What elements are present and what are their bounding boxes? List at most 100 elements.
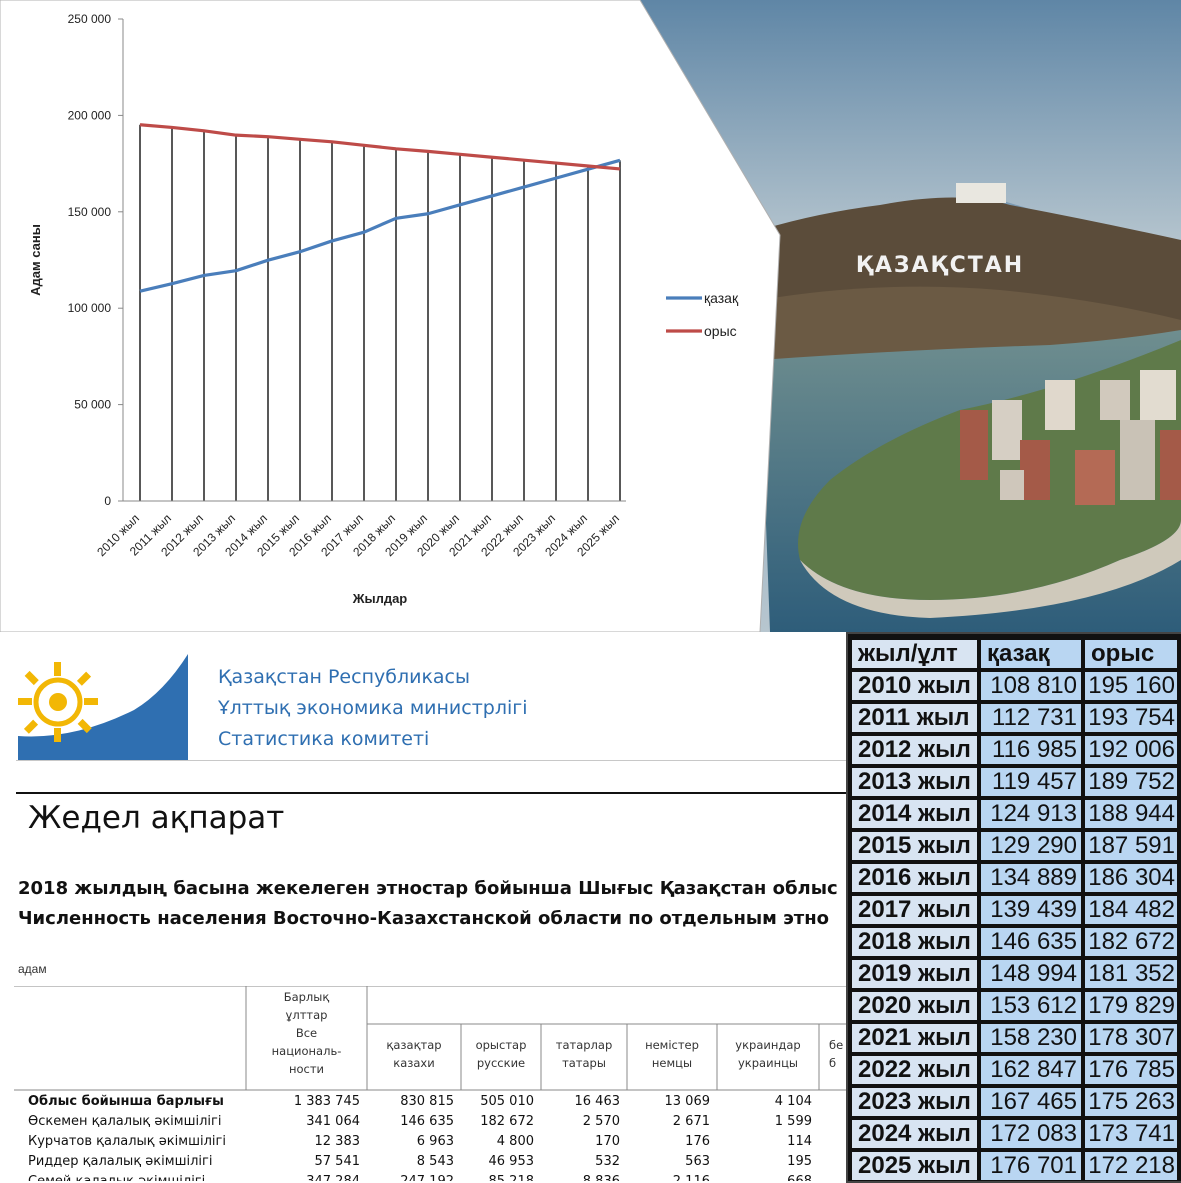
stat-row-name: Семей қалалық әкімшілігі <box>28 1174 205 1181</box>
x-axis-title: Жылдар <box>352 591 408 606</box>
y-tick-label: 150 000 <box>68 205 112 219</box>
monument <box>956 183 1006 203</box>
col-header-kazakhs: қазақтар казахи <box>386 1038 442 1070</box>
row-russian-value: 195 160 <box>1085 672 1177 700</box>
stat-cell: 85 218 <box>489 1174 535 1181</box>
stat-cell: 247 192 <box>400 1174 454 1181</box>
col-header-tatars: татарлар татары <box>555 1038 613 1070</box>
stat-cell: 8 543 <box>416 1154 454 1169</box>
table-row: 2019 жыл 148 994 181 352 <box>852 958 1177 990</box>
stat-cell: 57 541 <box>314 1154 361 1169</box>
row-kazakh-value: 158 230 <box>981 1024 1081 1052</box>
stat-cell: 16 463 <box>574 1094 621 1109</box>
stat-row: Өскемен қалалық әкімшілігі 341 064 146 635… <box>14 1114 848 1134</box>
stat-cell: 1 383 745 <box>293 1094 360 1109</box>
table-row: 2022 жыл 162 847 176 785 <box>852 1054 1177 1086</box>
table-row: 2020 жыл 153 612 179 829 <box>852 990 1177 1022</box>
row-year: 2015 жыл <box>852 832 977 860</box>
stat-cell: 46 953 <box>488 1154 535 1169</box>
stat-cell: 563 <box>685 1154 710 1169</box>
row-kazakh-value: 172 083 <box>981 1120 1081 1148</box>
row-kazakh-value: 108 810 <box>981 672 1081 700</box>
chart-panel: 0 50 000 100 000 150 000 200 000 250 000 2010… <box>0 0 781 632</box>
legend-label: орыс <box>704 323 737 339</box>
population-forecast-table: жыл/ұлт қазақ орыс 2010 жыл 108 810 195 16… <box>846 632 1181 1183</box>
stat-committee-logo <box>18 654 188 760</box>
row-kazakh-value: 134 889 <box>981 864 1081 892</box>
stat-cell: 2 671 <box>672 1114 710 1129</box>
row-russian-value: 172 218 <box>1085 1152 1177 1180</box>
row-kazakh-value: 162 847 <box>981 1056 1081 1084</box>
row-year: 2016 жыл <box>852 864 977 892</box>
stat-cell: 341 064 <box>306 1114 360 1129</box>
row-kazakh-value: 153 612 <box>981 992 1081 1020</box>
divider <box>16 760 848 761</box>
org-line-republic: Қазақстан Республикасы <box>218 666 471 688</box>
stat-row-name: Облыс бойынша барлығы <box>28 1094 224 1109</box>
subheading-ru: Численность населения Восточно-Казахстан… <box>18 908 830 929</box>
series-line-kazakh <box>139 158 621 293</box>
org-line-ministry: Ұлттық экономика министрлігі <box>218 697 528 719</box>
stat-row: Облыс бойынша барлығы 1 383 745 830 815 505… <box>14 1094 848 1114</box>
row-year: 2024 жыл <box>852 1120 977 1148</box>
row-year: 2022 жыл <box>852 1056 977 1084</box>
table-row: 2016 жыл 134 889 186 304 <box>852 862 1177 894</box>
row-russian-value: 182 672 <box>1085 928 1177 956</box>
y-axis-title: Адам саны <box>28 224 43 296</box>
stat-cell: 532 <box>595 1154 620 1169</box>
row-kazakh-value: 119 457 <box>981 768 1081 796</box>
stat-cell: 4 800 <box>496 1134 534 1149</box>
col-header-all: Барлық ұлттар Все националь-ности <box>271 990 342 1076</box>
row-russian-value: 181 352 <box>1085 960 1177 988</box>
row-russian-value: 188 944 <box>1085 800 1177 828</box>
row-year: 2019 жыл <box>852 960 977 988</box>
row-russian-value: 176 785 <box>1085 1056 1177 1084</box>
row-russian-value: 175 263 <box>1085 1088 1177 1116</box>
table-row: 2013 жыл 119 457 189 752 <box>852 766 1177 798</box>
org-line-committee: Статистика комитеті <box>218 728 430 750</box>
row-year: 2012 жыл <box>852 736 977 764</box>
row-kazakh-value: 148 994 <box>981 960 1081 988</box>
stat-row: Риддер қалалық әкімшілігі 57 541 8 543 46 9… <box>14 1154 848 1174</box>
stat-cell: 6 963 <box>416 1134 454 1149</box>
row-year: 2025 жыл <box>852 1152 977 1180</box>
statistics-document: Қазақстан Республикасы Ұлттық экономика … <box>0 632 848 1181</box>
row-kazakh-value: 112 731 <box>981 704 1081 732</box>
row-kazakh-value: 139 439 <box>981 896 1081 924</box>
row-kazakh-value: 116 985 <box>981 736 1081 764</box>
stat-cell: 4 104 <box>774 1094 812 1109</box>
row-kazakh-value: 146 635 <box>981 928 1081 956</box>
hill-sign: ҚАЗАҚСТАН <box>856 253 1024 278</box>
row-year: 2020 жыл <box>852 992 977 1020</box>
row-kazakh-value: 167 465 <box>981 1088 1081 1116</box>
table-row: 2025 жыл 176 701 172 218 <box>852 1150 1177 1181</box>
stat-row-name: Риддер қалалық әкімшілігі <box>28 1154 213 1169</box>
stat-cell: 176 <box>685 1134 710 1149</box>
table-header-row: жыл/ұлт қазақ орыс <box>852 638 1177 670</box>
row-year: 2021 жыл <box>852 1024 977 1052</box>
y-tick-label: 250 000 <box>68 12 112 26</box>
header-year-ethnicity: жыл/ұлт <box>852 640 977 668</box>
table-row: 2018 жыл 146 635 182 672 <box>852 926 1177 958</box>
stat-cell: 195 <box>787 1154 812 1169</box>
table-row: 2014 жыл 124 913 188 944 <box>852 798 1177 830</box>
table-row: 2011 жыл 112 731 193 754 <box>852 702 1177 734</box>
stat-row: Семей қалалық әкімшілігі 347 284 247 192 85… <box>14 1174 848 1181</box>
table-row: 2015 жыл 129 290 187 591 <box>852 830 1177 862</box>
table-row: 2024 жыл 172 083 173 741 <box>852 1118 1177 1150</box>
subheading-kz: 2018 жылдың басына жекелеген этностар бо… <box>18 878 838 899</box>
stat-cell: 1 599 <box>774 1114 812 1129</box>
stat-row-name: Өскемен қалалық әкімшілігі <box>28 1114 222 1129</box>
table-row: 2010 жыл 108 810 195 160 <box>852 670 1177 702</box>
col-header-germans: немістер немцы <box>645 1038 699 1070</box>
stat-cell: 830 815 <box>400 1094 454 1109</box>
y-tick-label: 200 000 <box>68 108 112 122</box>
table-row: 2012 жыл 116 985 192 006 <box>852 734 1177 766</box>
city-peninsula <box>798 340 1181 600</box>
row-russian-value: 186 304 <box>1085 864 1177 892</box>
row-year: 2013 жыл <box>852 768 977 796</box>
stat-row: Курчатов қалалық әкімшілігі 12 383 6 963 4 … <box>14 1134 848 1154</box>
header-kazakh: қазақ <box>981 640 1081 668</box>
stat-row-name: Курчатов қалалық әкімшілігі <box>28 1134 226 1149</box>
col-header-truncated: бе б <box>829 1038 844 1070</box>
